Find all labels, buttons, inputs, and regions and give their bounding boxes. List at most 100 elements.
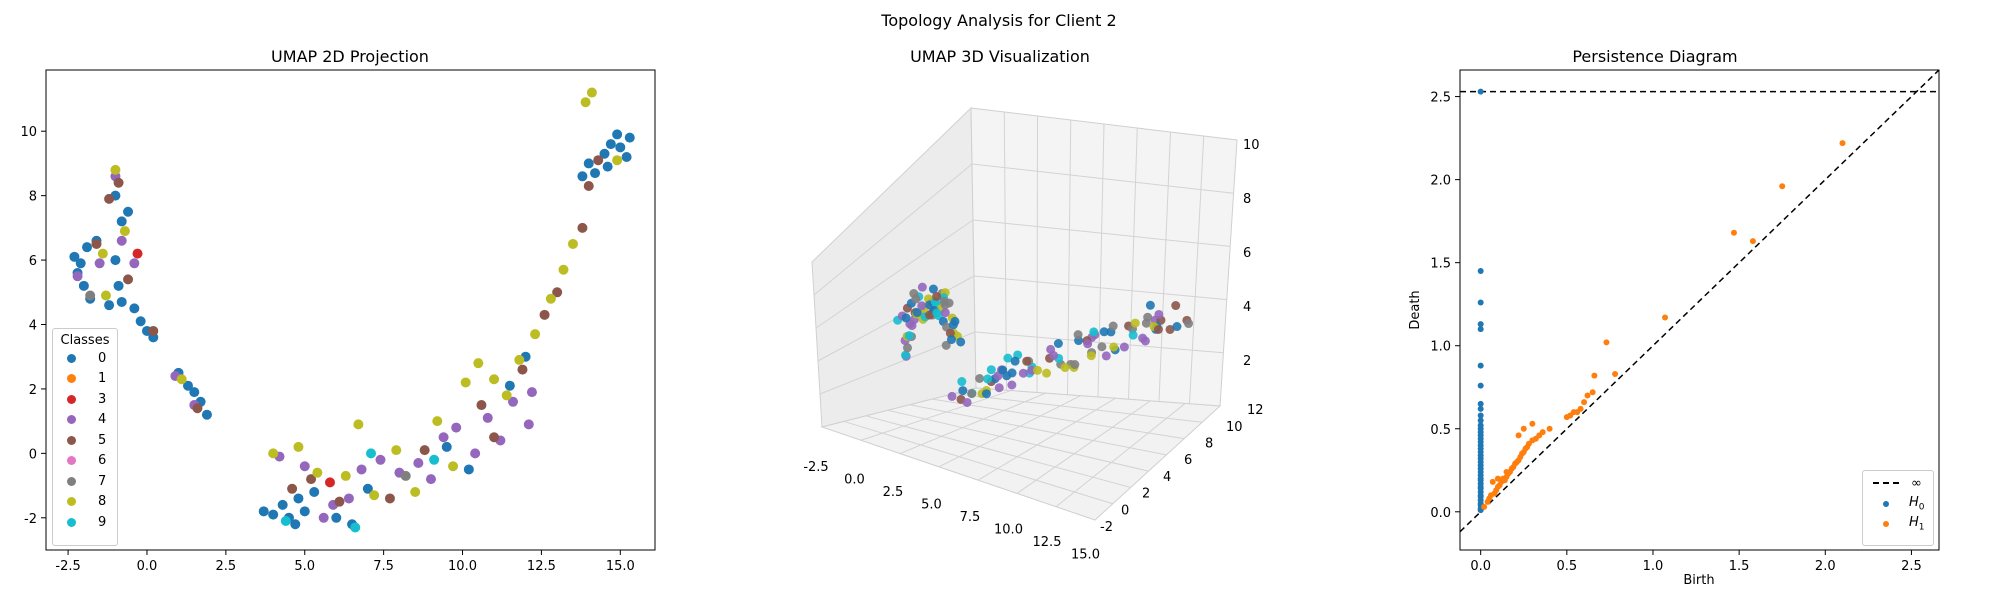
- legend-entry: 0: [53, 348, 117, 369]
- umap-2d-point: [413, 458, 424, 469]
- umap-2d-point: [460, 377, 471, 388]
- umap-2d-point: [526, 387, 537, 398]
- umap-2d-point: [429, 454, 440, 465]
- umap-3d-point: [939, 296, 949, 306]
- umap-3d-point: [1049, 350, 1059, 360]
- umap-2d-point: [75, 258, 86, 269]
- umap-2d-point: [425, 474, 436, 485]
- grid-line: [1036, 115, 1038, 393]
- grid-line: [973, 275, 1227, 301]
- umap-3d-point: [1128, 330, 1138, 340]
- umap-3d-point: [946, 335, 956, 345]
- persistence-point: [1546, 425, 1553, 432]
- persistence-point: [1477, 267, 1484, 274]
- umap-3d-point: [1165, 324, 1175, 334]
- umap-3d-point: [940, 308, 950, 318]
- persistence-point: [1503, 468, 1510, 475]
- persistence-point: [1477, 321, 1484, 328]
- grid-line: [953, 393, 1203, 423]
- umap-2d-point: [331, 512, 342, 523]
- x-tick-label: 15.0: [606, 559, 635, 574]
- grid-line: [1189, 135, 1205, 404]
- persistence-x-ticks: 0.0 0.5 1.0 1.5 2.0 2.5: [1470, 550, 1922, 574]
- umap-2d-point: [605, 139, 616, 150]
- umap-2d-points: [69, 87, 635, 533]
- umap-2d-point: [514, 354, 525, 365]
- persistence-point: [1477, 400, 1484, 407]
- grid-line: [1067, 119, 1072, 395]
- umap-3d-point: [1086, 351, 1096, 361]
- x-tick-label: 2.5: [216, 559, 237, 574]
- grid-line: [1055, 403, 1186, 508]
- persistence-point: [1477, 362, 1484, 369]
- umap-3d-point: [1145, 300, 1155, 310]
- legend-label: 8: [98, 494, 107, 510]
- umap-3d-point: [1007, 380, 1017, 390]
- umap-3d-points: [893, 282, 1194, 407]
- umap-2d-title: UMAP 2D Projection: [271, 47, 429, 66]
- grid-line: [843, 420, 1114, 505]
- umap-2d-point: [621, 151, 632, 162]
- umap-2d-point: [583, 180, 594, 191]
- persistence-point: [1477, 299, 1484, 306]
- umap-2d-point: [558, 264, 569, 275]
- umap-3d-point: [1097, 342, 1107, 352]
- x-tick-label: 12.5: [1033, 535, 1062, 550]
- x-tick-label: 1.0: [1643, 559, 1664, 574]
- legend-marker: [67, 374, 76, 384]
- umap-3d-gridlines: [813, 111, 1234, 508]
- persistence-y-ticks: 0.0 0.5 1.0 1.5 2.0 2.5: [1430, 91, 1460, 521]
- y-tick-label: -2: [1100, 520, 1113, 535]
- umap-2d-point: [586, 87, 597, 98]
- umap-2d-point: [135, 316, 146, 327]
- legend-label: 5: [98, 432, 107, 448]
- grid-line: [909, 404, 1167, 456]
- umap-2d-point: [299, 461, 310, 472]
- y-tick-label: 2.5: [1430, 91, 1451, 106]
- y-tick-label: 4: [1163, 470, 1171, 485]
- x-tick-label: -2.5: [55, 559, 80, 574]
- umap-2d-point: [419, 445, 430, 456]
- persistence-point: [1477, 405, 1484, 412]
- x-tick-label: 0.0: [1470, 559, 1491, 574]
- legend-label: ∞: [1911, 475, 1922, 491]
- persistence-point: [1577, 405, 1584, 412]
- y-tick-label: 12: [1247, 403, 1264, 418]
- x-tick-label: 2.5: [1901, 559, 1922, 574]
- umap-3d-point: [909, 289, 919, 299]
- umap-3d-point: [1171, 301, 1181, 311]
- umap-3d-point: [1010, 356, 1020, 366]
- umap-2d-point: [350, 522, 361, 533]
- umap-3d-point: [1138, 333, 1148, 343]
- grid-line: [1128, 127, 1138, 400]
- y-tick-label: 1.5: [1430, 257, 1451, 272]
- umap-2d-point: [293, 441, 304, 452]
- grid-line: [931, 398, 1185, 440]
- legend-entry: 3: [53, 389, 117, 410]
- legend-entry: 4: [53, 410, 117, 431]
- persistence-point: [1477, 382, 1484, 389]
- persistence-point: [1749, 238, 1756, 245]
- grid-line: [1097, 123, 1105, 398]
- umap-3d-point: [967, 389, 977, 399]
- umap-2d-point: [590, 168, 601, 179]
- grid-line: [1003, 111, 1007, 391]
- umap-3d-point: [1119, 342, 1129, 352]
- umap-3d-point: [1018, 368, 1028, 378]
- umap-2d-point: [489, 374, 500, 385]
- umap-2d-point: [366, 448, 377, 459]
- umap-2d-point: [309, 487, 320, 498]
- y-tick-label: 8: [1205, 437, 1213, 452]
- persistence-point: [1477, 326, 1484, 333]
- umap-2d-point: [182, 380, 193, 391]
- y-tick-label: 6: [29, 254, 37, 269]
- grid-line: [813, 163, 973, 296]
- umap-3d-point: [1070, 360, 1080, 370]
- umap-2d-point: [470, 448, 481, 459]
- classes-legend: Classes 0 1 3 4 5 6 7 8 9: [52, 328, 118, 546]
- umap-2d-point: [612, 155, 623, 166]
- persistence-point: [1529, 420, 1536, 427]
- grid-line: [815, 219, 974, 329]
- legend-marker: [67, 415, 76, 425]
